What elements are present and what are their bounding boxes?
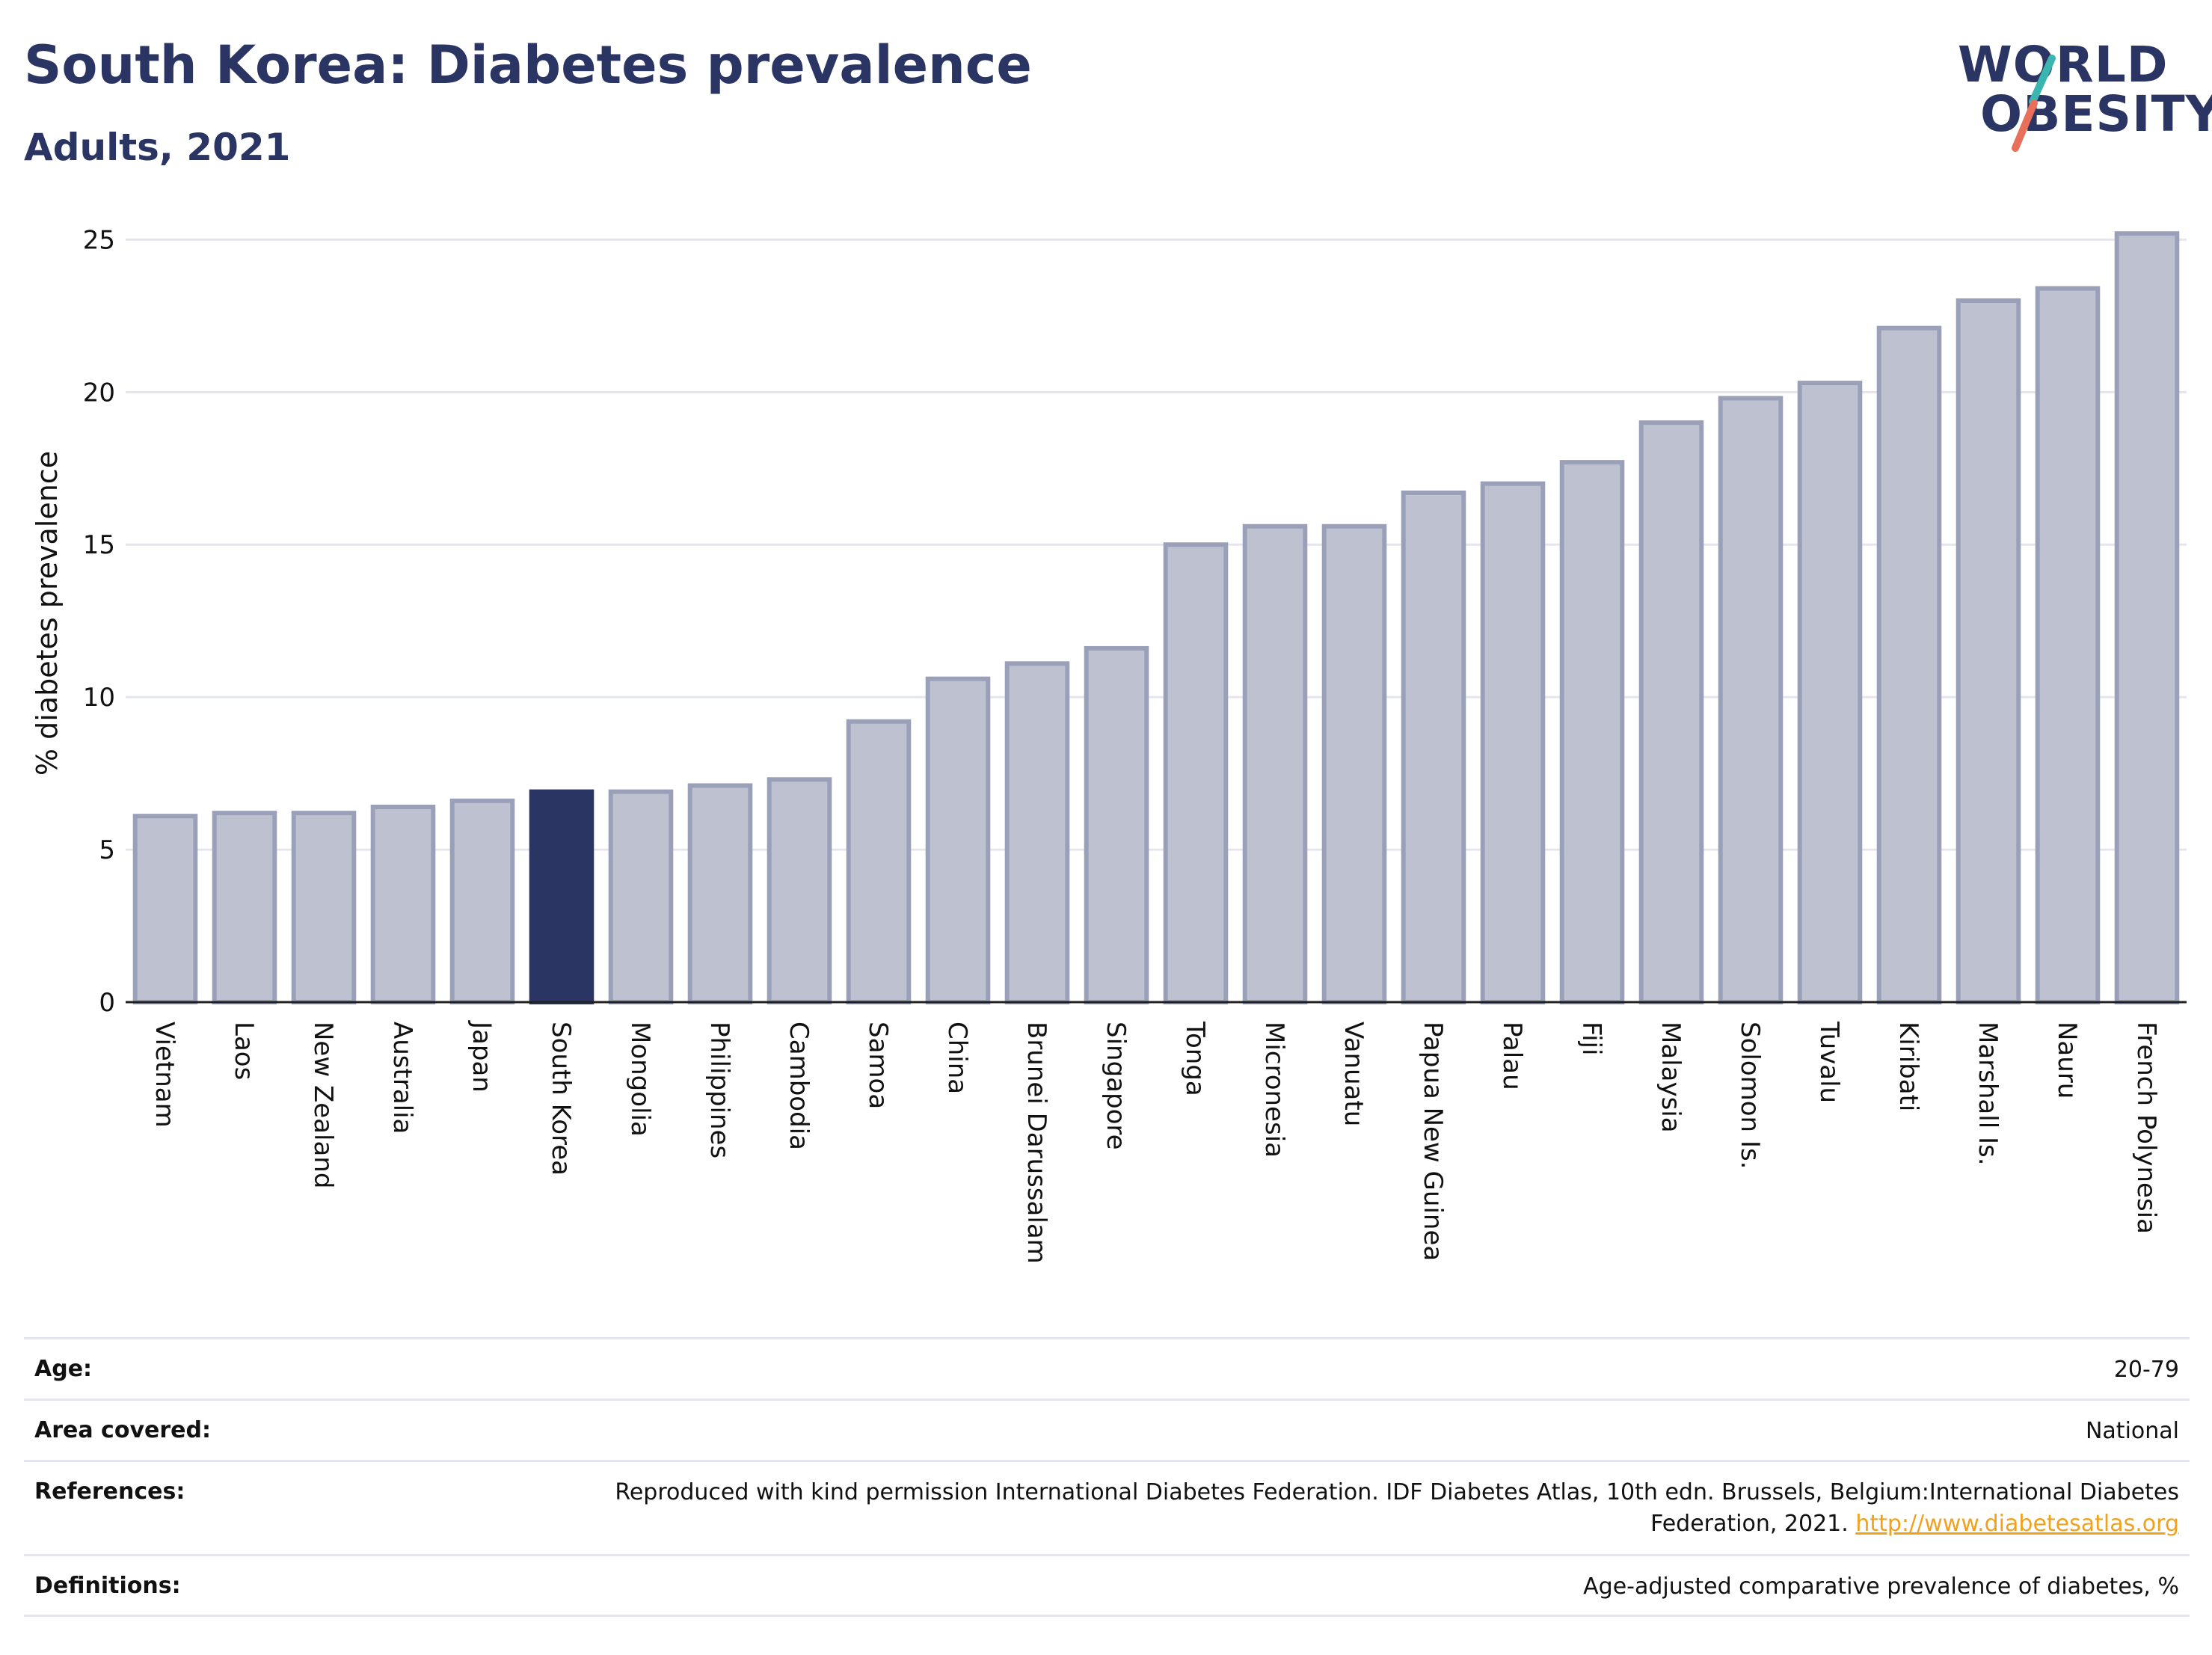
x-tick-label: Papua New Guinea [1418, 1022, 1448, 1261]
bar [1559, 460, 1625, 1004]
y-tick-label: 10 [83, 683, 115, 713]
info-row-age: Age: 20-79 [24, 1337, 2190, 1398]
y-axis-label: % diabetes prevalence [31, 451, 64, 776]
bar [608, 789, 674, 1005]
references-label: References: [34, 1479, 185, 1505]
bar [766, 777, 832, 1005]
bar [925, 676, 991, 1004]
bar [1718, 396, 1784, 1004]
bar [687, 783, 753, 1005]
x-tick-label: Singapore [1101, 1022, 1131, 1150]
x-tick-label: New Zealand [308, 1022, 338, 1188]
info-row-definitions: Definitions: Age-adjusted comparative pr… [24, 1554, 2190, 1617]
bar [2114, 231, 2180, 1004]
bar [1321, 523, 1387, 1004]
x-tick-label: Solomon Is. [1735, 1022, 1765, 1169]
bar [1797, 381, 1863, 1004]
x-tick-label: Brunei Darussalam [1021, 1022, 1051, 1264]
bar [449, 798, 515, 1004]
bar [1956, 298, 2021, 1005]
bar [1242, 523, 1308, 1004]
logo-word-world: WORLD [1958, 36, 2169, 93]
chart-subtitle: Adults, 2021 [24, 126, 291, 169]
x-tick-label: Australia [387, 1022, 417, 1134]
references-link[interactable]: http://www.diabetesatlas.org [1855, 1511, 2179, 1537]
bar [370, 804, 436, 1004]
bar [1163, 542, 1229, 1004]
definitions-value: Age-adjusted comparative prevalence of d… [1583, 1573, 2179, 1600]
bar [132, 814, 198, 1005]
x-tick-label: Samoa [863, 1022, 893, 1109]
x-tick-label: Nauru [2052, 1022, 2082, 1099]
x-tick-label: Fiji [1576, 1022, 1606, 1055]
x-tick-label: Micronesia [1259, 1022, 1289, 1158]
x-tick-label: Laos [229, 1022, 259, 1080]
x-tick-label: Malaysia [1656, 1022, 1686, 1133]
x-tick-label: Vanuatu [1339, 1022, 1368, 1126]
y-tick-label: 0 [99, 988, 115, 1018]
bar [1084, 645, 1149, 1005]
bar [212, 811, 277, 1004]
bar [846, 719, 912, 1004]
x-tick-label: Cambodia [784, 1022, 814, 1150]
y-tick-label: 5 [99, 835, 115, 865]
x-tick-label: Tuvalu [1814, 1021, 1844, 1103]
info-row-references: References: Reproduced with kind permiss… [24, 1460, 2190, 1554]
bar [1876, 325, 1942, 1004]
x-tick-label: Vietnam [150, 1022, 179, 1128]
bar-chart: 0 5 10 15 20 25 % diabetes prevalence Vietnam La… [31, 225, 2187, 1264]
info-table: Age: 20-79 Area covered: National Refere… [24, 1337, 2190, 1617]
bar [1638, 420, 1704, 1004]
world-obesity-logo: WORLD OBESITY [1952, 36, 2212, 163]
bar [1480, 481, 1546, 1004]
area-value: National [2085, 1418, 2179, 1444]
info-row-area: Area covered: National [24, 1398, 2190, 1460]
bar [1004, 661, 1070, 1004]
definitions-label: Definitions: [34, 1573, 181, 1599]
y-tick-label: 25 [83, 225, 115, 255]
age-value: 20-79 [2113, 1357, 2179, 1383]
bar [1401, 490, 1466, 1004]
references-text: Reproduced with kind permission Internat… [615, 1479, 2179, 1537]
age-label: Age: [34, 1356, 93, 1382]
bar [291, 811, 357, 1004]
y-tick-label: 15 [83, 530, 115, 560]
x-tick-label: Palau [1497, 1022, 1527, 1090]
x-tick-label: Japan [467, 1020, 497, 1093]
chart-title: South Korea: Diabetes prevalence [24, 34, 1032, 96]
y-tick-label: 20 [83, 378, 115, 408]
x-tick-label: Marshall Is. [1973, 1022, 2003, 1166]
x-tick-label: Kiribati [1893, 1022, 1923, 1111]
x-tick-label: Tonga [1180, 1021, 1210, 1096]
x-tick-label: China [942, 1022, 972, 1094]
bar [2035, 286, 2101, 1005]
x-tick-label: Philippines [704, 1022, 734, 1158]
x-tick-label: South Korea [546, 1022, 576, 1176]
logo-slash-icon [2012, 55, 2056, 152]
references-value: Reproduced with kind permission Internat… [534, 1477, 2179, 1540]
x-tick-label: French Polynesia [2131, 1022, 2161, 1234]
bar [529, 789, 595, 1005]
x-tick-label: Mongolia [625, 1022, 655, 1137]
area-label: Area covered: [34, 1417, 211, 1443]
